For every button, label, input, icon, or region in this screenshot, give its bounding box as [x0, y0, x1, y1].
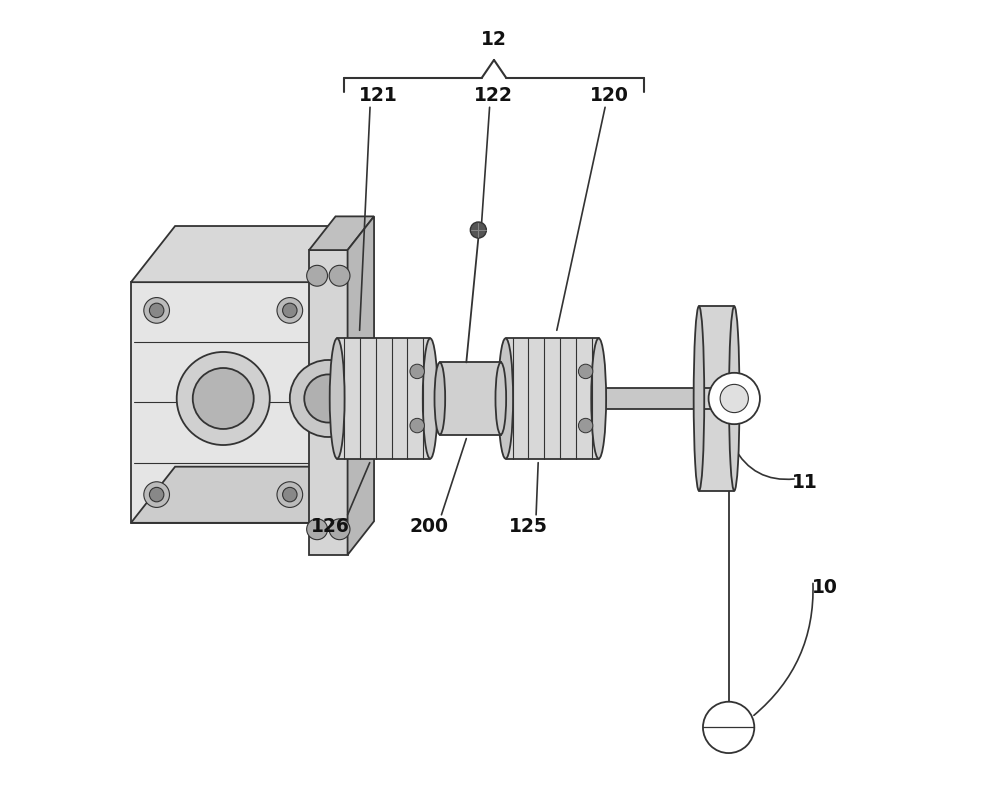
- Polygon shape: [506, 338, 599, 459]
- Circle shape: [578, 419, 593, 433]
- Circle shape: [193, 368, 254, 429]
- Polygon shape: [309, 250, 348, 555]
- Ellipse shape: [694, 306, 704, 491]
- Text: 10: 10: [812, 577, 838, 597]
- Circle shape: [709, 373, 760, 424]
- Circle shape: [283, 303, 297, 318]
- Polygon shape: [352, 388, 734, 409]
- Circle shape: [720, 384, 748, 413]
- Circle shape: [410, 364, 424, 378]
- Polygon shape: [309, 217, 374, 250]
- Circle shape: [307, 518, 328, 539]
- Text: 200: 200: [410, 518, 449, 536]
- Circle shape: [277, 298, 303, 324]
- Ellipse shape: [434, 362, 445, 435]
- Circle shape: [144, 481, 169, 507]
- Ellipse shape: [591, 338, 606, 459]
- Circle shape: [149, 487, 164, 502]
- Text: 120: 120: [590, 86, 629, 105]
- Polygon shape: [699, 306, 734, 491]
- Polygon shape: [131, 283, 315, 522]
- Text: 122: 122: [474, 86, 513, 105]
- Circle shape: [307, 266, 328, 287]
- Circle shape: [144, 298, 169, 324]
- Circle shape: [304, 374, 352, 423]
- Ellipse shape: [729, 306, 740, 491]
- Polygon shape: [440, 362, 501, 435]
- Circle shape: [290, 360, 367, 437]
- Text: 121: 121: [359, 86, 397, 105]
- Text: 12: 12: [481, 31, 507, 49]
- Polygon shape: [131, 467, 360, 522]
- Ellipse shape: [330, 338, 345, 459]
- Circle shape: [177, 352, 270, 445]
- Ellipse shape: [495, 362, 506, 435]
- Circle shape: [703, 702, 754, 753]
- Text: 126: 126: [310, 518, 349, 536]
- Ellipse shape: [423, 338, 438, 459]
- Polygon shape: [131, 226, 360, 283]
- Text: 11: 11: [792, 473, 818, 492]
- Circle shape: [578, 364, 593, 378]
- Polygon shape: [337, 338, 430, 459]
- Polygon shape: [315, 226, 360, 522]
- Circle shape: [283, 487, 297, 502]
- Circle shape: [470, 222, 486, 238]
- Text: 125: 125: [509, 518, 548, 536]
- Circle shape: [329, 266, 350, 287]
- Ellipse shape: [498, 338, 513, 459]
- Polygon shape: [348, 217, 374, 555]
- Circle shape: [277, 481, 303, 507]
- Circle shape: [149, 303, 164, 318]
- Circle shape: [410, 419, 424, 433]
- Circle shape: [329, 518, 350, 539]
